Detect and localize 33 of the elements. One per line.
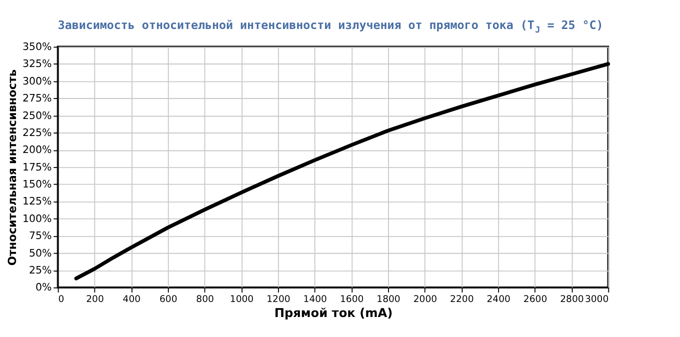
y-axis-title: Относительная интенсивность: [6, 69, 19, 266]
y-tick-label: 150%: [22, 178, 52, 191]
x-tick-label: 400: [122, 294, 141, 305]
x-tick-label: 1000: [230, 294, 254, 305]
x-tick-label: 2600: [523, 294, 548, 305]
x-tick-label: 1600: [340, 294, 364, 305]
y-tick-label: 175%: [22, 161, 52, 174]
x-tick-label: 1200: [266, 294, 290, 305]
x-tick-label: 1800: [376, 294, 400, 305]
y-tick-label: 50%: [28, 247, 52, 260]
x-tick-label: 2800: [560, 294, 584, 305]
y-tick-label: 75%: [28, 230, 52, 242]
x-tick-label: 200: [86, 294, 104, 305]
x-tick-label: 1400: [303, 294, 328, 305]
y-tick-label: 125%: [22, 196, 52, 208]
y-tick-label: 200%: [22, 144, 52, 156]
y-tick-label: 275%: [22, 92, 52, 105]
x-tick-label: 0: [58, 294, 64, 305]
x-tick-label: 600: [159, 294, 178, 305]
x-tick-label: 2200: [450, 294, 474, 305]
x-tick-label: 2400: [486, 294, 510, 305]
y-tick-label: 325%: [22, 58, 52, 70]
y-tick-label: 300%: [22, 75, 52, 88]
y-tick-label: 250%: [22, 110, 52, 122]
x-tick-label: 3000: [584, 294, 609, 305]
x-tick-label: 800: [196, 294, 214, 305]
y-tick-label: 25%: [28, 264, 52, 276]
x-axis-title: Прямой ток (mA): [274, 306, 393, 320]
y-tick-label: 350%: [22, 41, 52, 54]
y-tick-label: 225%: [22, 126, 52, 139]
x-tick-label: 2000: [413, 294, 438, 305]
y-tick-label: 0%: [36, 282, 52, 294]
y-tick-label: 100%: [22, 212, 52, 225]
